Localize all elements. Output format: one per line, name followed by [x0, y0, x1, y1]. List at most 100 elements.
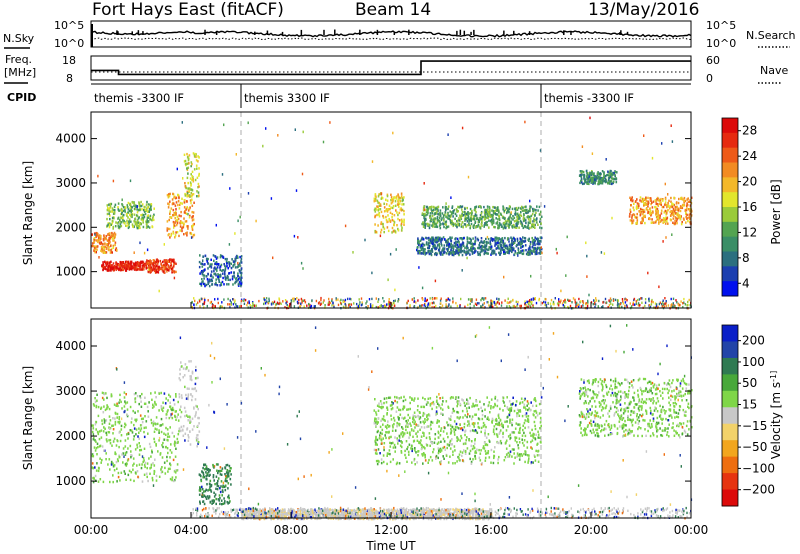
data-cell	[543, 300, 545, 304]
data-cell	[129, 213, 131, 217]
data-cell	[431, 209, 433, 213]
data-cell	[114, 411, 117, 415]
data-cell	[448, 217, 450, 220]
data-cell	[682, 217, 685, 220]
data-cell	[635, 207, 638, 211]
data-cell	[382, 297, 384, 300]
data-cell	[229, 278, 231, 282]
data-cell	[489, 246, 492, 249]
data-cell	[123, 391, 126, 394]
data-cell	[383, 227, 386, 230]
data-cell	[177, 203, 179, 207]
data-cell	[120, 434, 123, 437]
data-cell	[112, 234, 114, 237]
data-cell	[219, 284, 221, 287]
data-cell	[117, 471, 120, 475]
data-cell	[587, 177, 589, 180]
data-cell	[423, 205, 425, 208]
data-cell	[97, 480, 100, 483]
data-cell	[219, 254, 222, 257]
data-cell	[186, 152, 188, 156]
data-cell	[94, 449, 97, 452]
data-cell	[428, 236, 430, 240]
data-cell	[537, 209, 539, 212]
data-cell	[625, 298, 627, 301]
data-cell	[222, 502, 225, 505]
data-cell	[125, 269, 127, 272]
data-cell	[128, 264, 131, 268]
data-cell	[603, 172, 605, 175]
data-cell	[427, 246, 429, 250]
data-cell	[688, 298, 690, 302]
data-cell	[538, 248, 541, 251]
data-cell	[210, 266, 213, 269]
data-cell	[176, 220, 179, 223]
data-cell	[388, 217, 390, 221]
data-cell	[186, 366, 188, 369]
data-cell	[237, 272, 239, 275]
data-cell	[112, 465, 115, 468]
data-cell	[689, 212, 692, 216]
data-cell	[528, 302, 530, 305]
data-cell	[380, 231, 382, 234]
data-cell	[107, 243, 109, 246]
data-cell	[118, 268, 121, 271]
data-cell	[608, 180, 611, 183]
data-cell	[367, 305, 369, 308]
data-cell	[496, 209, 498, 212]
data-cell	[532, 244, 534, 247]
data-cell	[511, 250, 513, 254]
data-cell	[429, 216, 431, 220]
data-cell	[148, 226, 151, 229]
data-cell	[403, 221, 405, 224]
data-cell	[421, 286, 424, 290]
data-cell	[207, 299, 209, 302]
data-cell	[140, 200, 142, 204]
data-cell	[480, 247, 482, 250]
data-cell	[194, 415, 196, 418]
data-cell	[197, 424, 199, 428]
data-cell	[640, 200, 643, 203]
data-cell	[153, 464, 156, 467]
data-cell	[172, 260, 175, 263]
data-cell	[491, 220, 494, 223]
data-cell	[391, 218, 394, 222]
data-cell	[442, 214, 445, 217]
data-cell	[141, 203, 144, 206]
data-cell	[270, 302, 273, 305]
data-cell	[525, 304, 527, 307]
data-cell	[128, 469, 131, 473]
data-cell	[440, 297, 442, 300]
data-cell	[179, 408, 181, 411]
data-cell	[610, 177, 613, 180]
data-cell	[91, 242, 94, 245]
data-cell	[215, 223, 217, 227]
data-cell	[471, 211, 473, 215]
data-cell	[533, 220, 536, 223]
data-cell	[179, 368, 181, 371]
data-cell	[599, 181, 602, 185]
data-cell	[131, 213, 133, 217]
data-cell	[224, 268, 227, 271]
data-cell	[135, 225, 138, 228]
data-cell	[480, 212, 483, 215]
data-cell	[462, 244, 465, 248]
data-cell	[509, 247, 512, 251]
data-cell	[118, 266, 121, 270]
data-cell	[217, 463, 219, 466]
data-cell	[492, 221, 495, 225]
data-cell	[479, 218, 481, 222]
data-cell	[581, 182, 584, 186]
data-cell	[540, 246, 542, 249]
data-cell	[492, 250, 495, 253]
data-cell	[218, 280, 220, 283]
data-cell	[479, 251, 482, 254]
data-cell	[474, 206, 476, 209]
data-cell	[447, 225, 450, 228]
data-cell	[126, 204, 129, 207]
data-cell	[156, 268, 159, 271]
data-cell	[206, 495, 209, 498]
data-cell	[230, 266, 233, 270]
data-cell	[503, 250, 506, 254]
data-cell	[127, 216, 129, 219]
